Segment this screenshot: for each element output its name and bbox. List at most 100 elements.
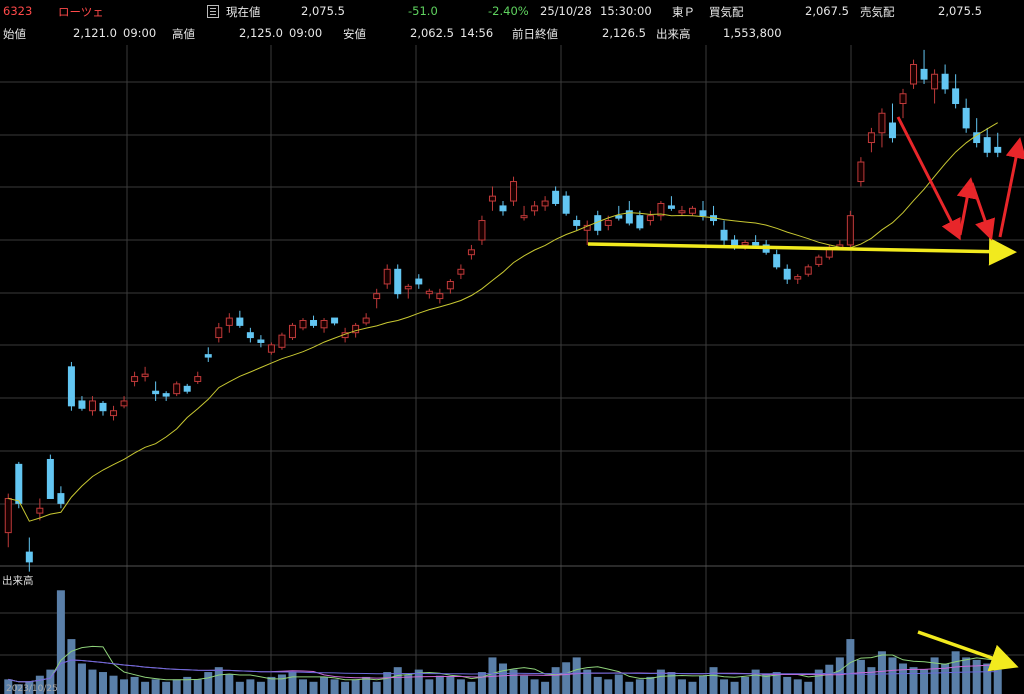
candle-body <box>362 317 370 324</box>
volume-bar <box>109 675 118 694</box>
candle-body <box>646 215 654 222</box>
volume-bar <box>288 672 297 694</box>
volume-bar <box>614 674 623 694</box>
candle-body <box>846 215 854 246</box>
volume-bar <box>435 675 444 694</box>
price-change: -51.0 <box>408 4 438 18</box>
candle-body <box>4 497 12 534</box>
volume-value: 1,553,800 <box>723 26 782 40</box>
volume-bar <box>888 657 897 694</box>
candle-body <box>15 463 23 504</box>
volume-bar <box>783 676 792 694</box>
volume-bar <box>309 681 318 694</box>
candle-body <box>878 112 886 134</box>
stock-code[interactable]: 6323 <box>3 4 33 18</box>
volume-bar <box>362 676 371 694</box>
volume-bar <box>877 651 886 694</box>
volume-bar <box>4 679 13 694</box>
volume-bar <box>983 663 992 694</box>
volume-bar <box>962 657 971 694</box>
volume-bar <box>709 667 718 694</box>
candle-body <box>183 385 191 392</box>
candle-body <box>573 220 581 226</box>
volume-bar <box>267 676 276 694</box>
candle-body <box>131 376 139 382</box>
candle-body <box>46 458 54 499</box>
candle-body <box>815 256 823 265</box>
candle-body <box>162 393 170 397</box>
volume-bar <box>856 659 865 694</box>
volume-bar <box>14 684 23 694</box>
volume-bar <box>751 669 760 694</box>
volume-bar <box>56 590 65 694</box>
volume-bar <box>341 681 350 694</box>
volume-panel-label: 出来高 <box>2 575 34 587</box>
candle-body <box>88 400 96 412</box>
candle-body <box>931 73 939 90</box>
volume-bar <box>772 672 781 694</box>
low-time: 14:56 <box>460 26 494 40</box>
volume-bar <box>499 663 507 694</box>
candle-body <box>288 324 296 339</box>
volume-bar <box>25 681 34 694</box>
candle-body <box>720 229 728 241</box>
volume-bar <box>562 662 571 694</box>
candle-body <box>246 332 254 339</box>
prev-close-label: 前日終値 <box>512 27 558 41</box>
moving-average-line <box>8 122 998 522</box>
candle-body <box>678 210 686 214</box>
candle-body <box>236 317 244 326</box>
volume-bar <box>130 676 139 694</box>
high-value: 2,125.0 <box>239 26 283 40</box>
quote-header-row-1: 6323 ローツェ 現在値 2,075.5 -51.0 -2.40% 25/10… <box>0 0 1024 20</box>
volume-bar <box>183 676 192 694</box>
volume-bar <box>993 669 1002 694</box>
down-arrow-red-2 <box>970 182 996 241</box>
candle-body <box>688 207 696 214</box>
candle-body <box>331 317 339 324</box>
candle-body <box>699 210 707 217</box>
volume-bar <box>625 681 634 694</box>
down-arrow-red <box>896 116 961 241</box>
candle-body <box>941 73 949 90</box>
candle-body <box>604 220 612 226</box>
candle-body <box>278 334 286 348</box>
candle-body <box>867 132 875 144</box>
price-chart[interactable] <box>0 45 1024 694</box>
volume-bar <box>593 676 602 694</box>
volume-bar <box>530 679 539 694</box>
candle-body <box>857 161 865 183</box>
candle-body <box>804 266 812 275</box>
prev-close-value: 2,126.5 <box>602 26 646 40</box>
volume-bar <box>604 679 613 694</box>
volume-bar <box>99 672 107 694</box>
open-label: 始値 <box>3 27 26 41</box>
volume-bar <box>941 663 950 694</box>
candle-body <box>57 493 65 504</box>
volume-bar <box>541 681 550 694</box>
volume-bar <box>414 669 423 694</box>
bid-value: 2,067.5 <box>805 4 849 18</box>
volume-bar <box>88 669 97 694</box>
candle-body <box>78 400 86 409</box>
volume-bar <box>646 676 655 694</box>
candle-body <box>752 241 760 246</box>
volume-bar <box>741 676 750 694</box>
volume-bar <box>46 669 55 694</box>
candle-body <box>510 181 518 202</box>
volume-bar <box>204 672 213 694</box>
ticker-icon[interactable] <box>207 4 219 20</box>
candle-body <box>394 268 402 295</box>
candle-body <box>520 215 528 219</box>
current-price-value: 2,075.5 <box>301 4 345 18</box>
volume-bar <box>172 679 181 694</box>
volume-bar <box>583 669 592 694</box>
stock-name: ローツェ <box>58 5 104 19</box>
volume-bar <box>720 679 729 694</box>
candle-body <box>531 205 539 212</box>
candle-body <box>920 68 928 80</box>
candle-body <box>910 64 918 85</box>
volume-bar <box>688 681 697 694</box>
candle-body <box>615 215 623 219</box>
candle-body <box>446 280 454 290</box>
